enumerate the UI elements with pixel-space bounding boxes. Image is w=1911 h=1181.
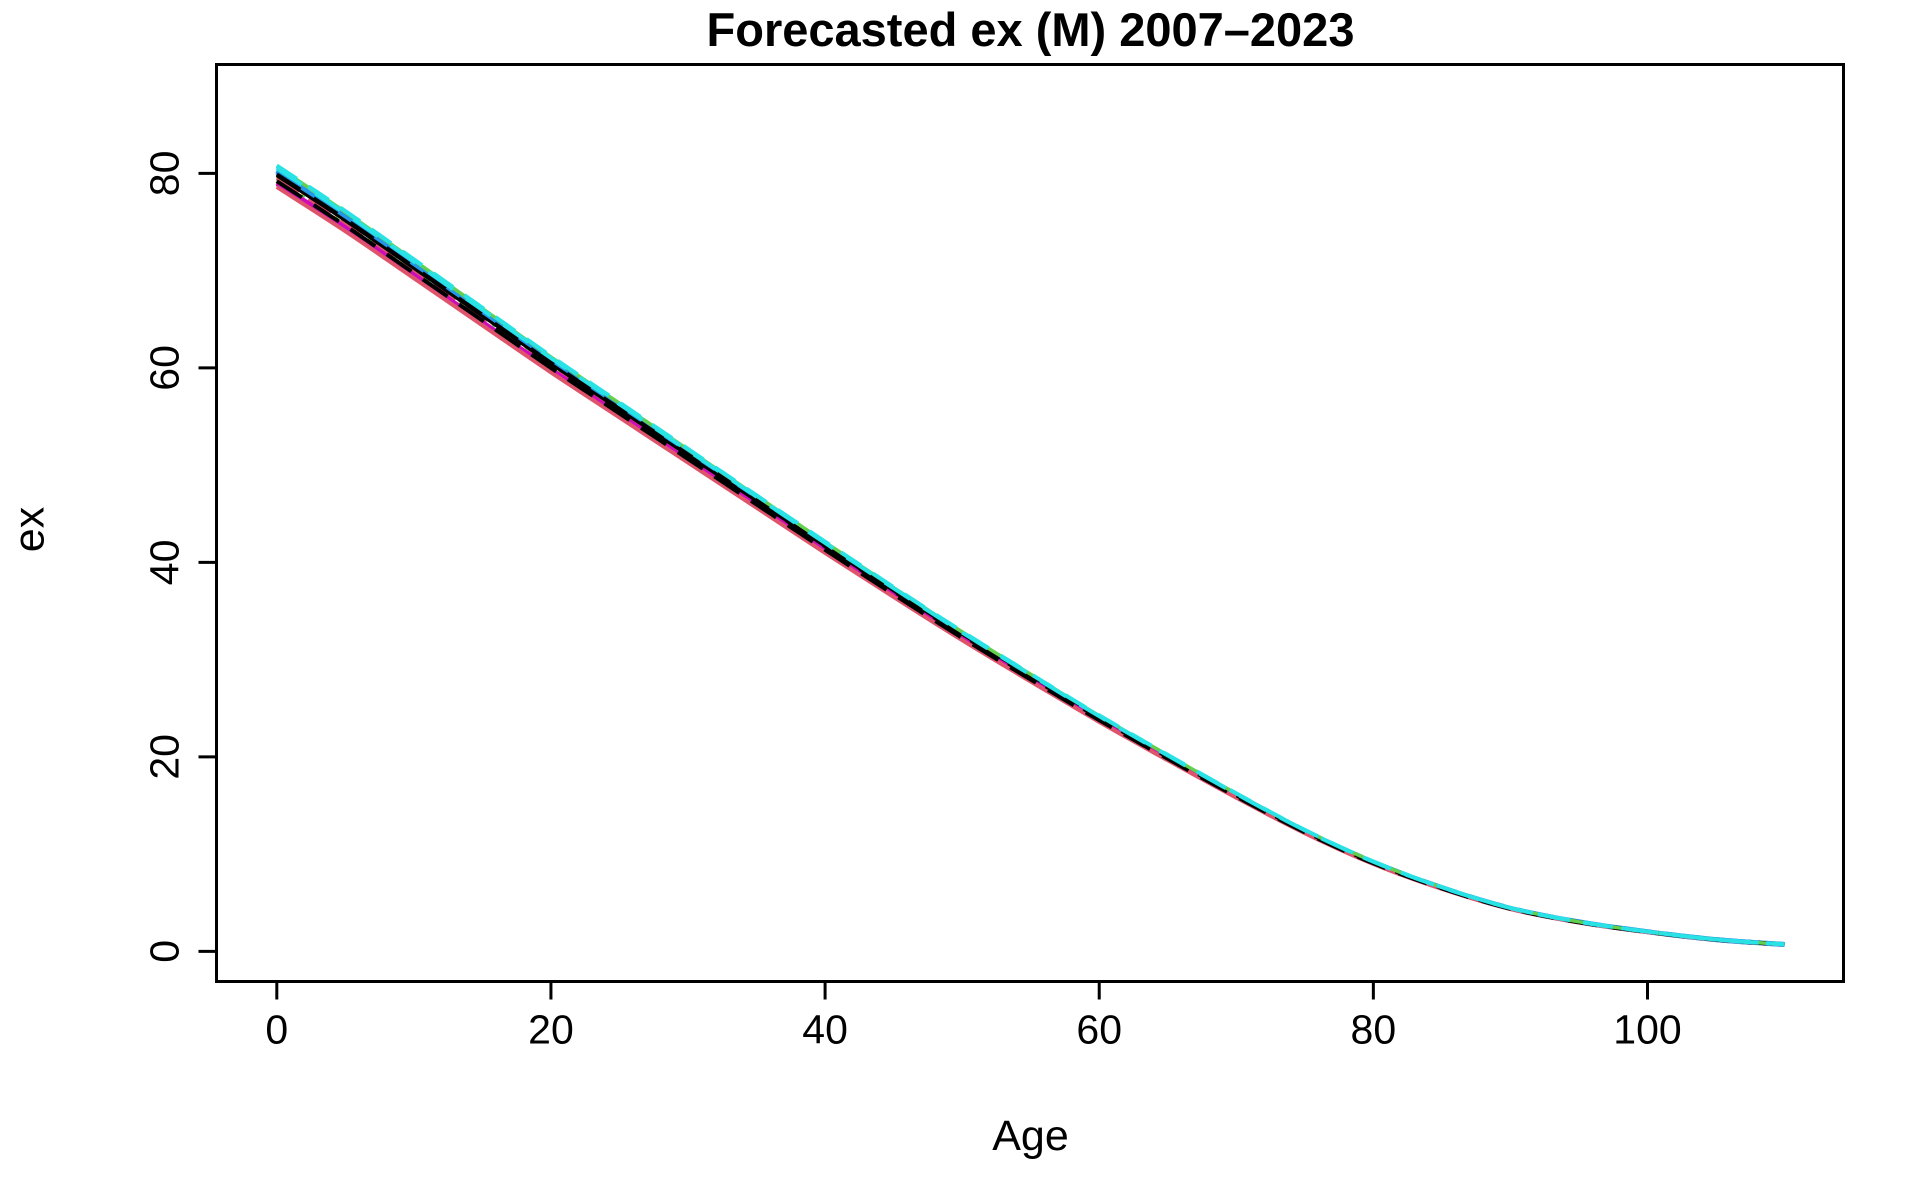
series-line-2021 (275, 171, 1785, 946)
series-line-2017 (275, 165, 1785, 947)
series-line-2007 (275, 179, 1785, 947)
y-tick-label: 40 (142, 540, 188, 586)
series-line-2010 (275, 169, 1785, 947)
chart-title: Forecasted ex (M) 2007–2023 (706, 3, 1355, 56)
x-tick-label: 60 (1076, 1007, 1122, 1053)
y-tick-label: 80 (142, 151, 188, 197)
y-tick-label: 0 (142, 940, 188, 963)
series-line-2014 (275, 184, 1785, 947)
series-line-2019 (275, 163, 1785, 947)
x-tick-label: 40 (802, 1007, 848, 1053)
series-line-2012 (275, 182, 1785, 947)
x-tick-label: 20 (528, 1007, 574, 1053)
series-line-2008 (275, 185, 1785, 947)
x-tick-label: 100 (1613, 1007, 1681, 1053)
x-tick-label: 0 (265, 1007, 288, 1053)
series-line-2013 (275, 175, 1785, 946)
y-axis-title: ex (5, 506, 54, 553)
series-line-2023 (275, 174, 1785, 946)
x-axis-title: Age (992, 1112, 1069, 1160)
x-tick-label: 80 (1351, 1007, 1397, 1053)
series-line-2011 (275, 166, 1785, 947)
y-tick-label: 60 (142, 345, 188, 391)
series-line-2020 (275, 181, 1785, 947)
series-line-2009 (275, 178, 1785, 947)
plot-box (215, 63, 1845, 983)
series-line-2018 (275, 168, 1785, 947)
series-line-2016 (275, 176, 1785, 947)
series-line-2015 (275, 172, 1785, 947)
series-line-2022 (275, 167, 1785, 946)
y-tick-label: 20 (142, 734, 188, 780)
